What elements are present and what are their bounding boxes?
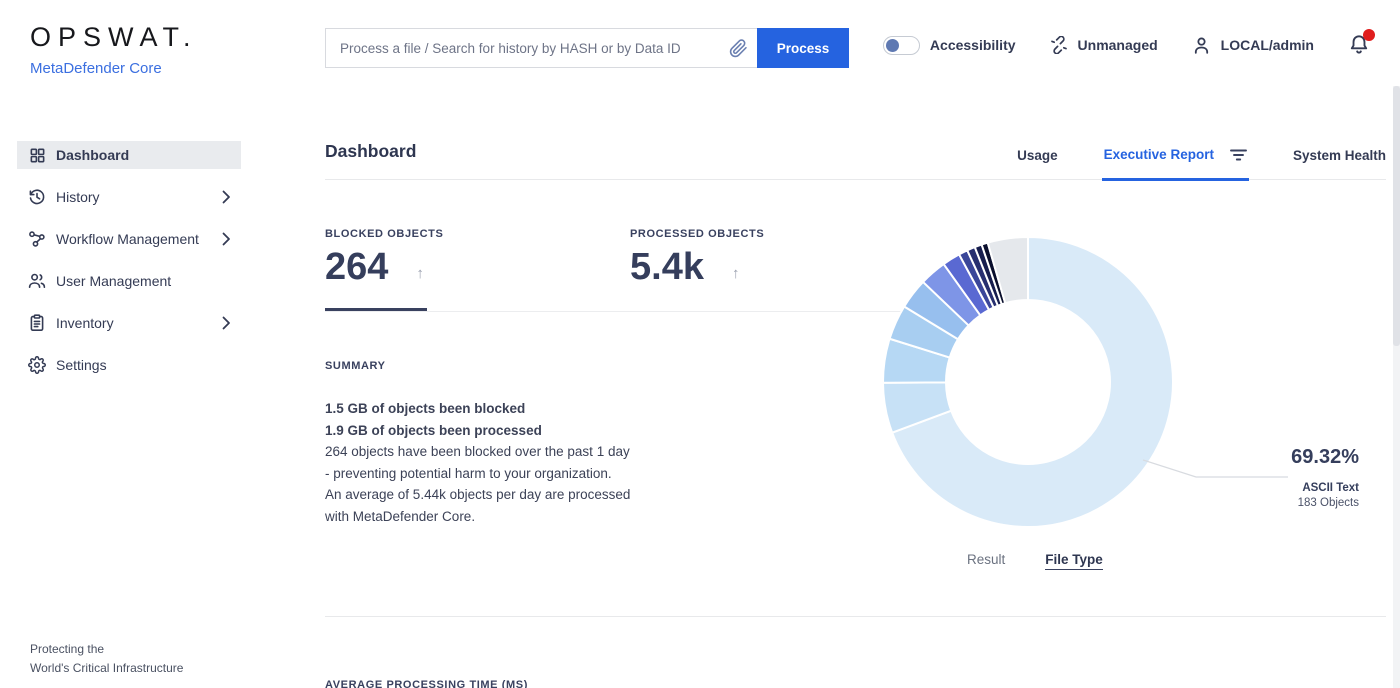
filter-button[interactable] xyxy=(1230,149,1247,161)
summary-line: 1.5 GB of objects been blocked xyxy=(325,401,526,416)
user-label: LOCAL/admin xyxy=(1220,37,1314,53)
metric-value: 264 xyxy=(325,246,389,288)
users-icon xyxy=(28,272,46,290)
product-name-link[interactable]: MetaDefender Core xyxy=(30,60,162,77)
tab-usage[interactable]: Usage xyxy=(1017,147,1058,163)
dashboard-grid-icon xyxy=(28,146,46,164)
summary-line: with MetaDefender Core. xyxy=(325,508,476,524)
sidebar-item-label: Dashboard xyxy=(56,147,130,163)
summary-section: SUMMARY 1.5 GB of objects been blocked 1… xyxy=(325,360,645,527)
chart-view-switch: Result File Type xyxy=(967,552,1103,570)
sidebar-item-label: Settings xyxy=(56,357,107,373)
vertical-scrollbar-track[interactable] xyxy=(1393,86,1400,688)
notifications-button[interactable] xyxy=(1348,29,1375,57)
report-tabs: Usage Executive Report System Health xyxy=(1017,130,1386,181)
sidebar-item-user-management[interactable]: User Management xyxy=(17,267,241,295)
accessibility-label: Accessibility xyxy=(929,37,1016,53)
footer-tagline: Protecting the World's Critical Infrastr… xyxy=(30,640,183,678)
file-type-donut-chart[interactable] xyxy=(878,232,1178,532)
process-search-group: Process xyxy=(325,28,849,68)
sidebar-item-label: Workflow Management xyxy=(56,231,199,247)
trend-up-arrow-icon: ↑ xyxy=(731,265,740,282)
chevron-right-icon xyxy=(222,232,231,246)
process-search-input[interactable] xyxy=(326,29,719,67)
donut-slice[interactable] xyxy=(891,236,1174,528)
opswat-logo: OPSWAT. xyxy=(30,22,198,52)
sidebar-item-history[interactable]: History xyxy=(17,183,241,211)
donut-slice[interactable] xyxy=(986,236,1029,305)
selected-metric-indicator xyxy=(325,308,427,311)
attach-file-button[interactable] xyxy=(719,29,757,67)
chart-view-result[interactable]: Result xyxy=(967,552,1006,567)
metric-value: 5.4k xyxy=(630,246,704,288)
toggle-knob xyxy=(885,38,899,52)
summary-line: - preventing potential harm to your orga… xyxy=(325,465,612,481)
section-divider xyxy=(325,616,1386,617)
sidebar-item-label: Inventory xyxy=(56,315,114,331)
sidebar-nav: Dashboard History Workfl xyxy=(0,141,241,393)
broken-link-icon xyxy=(1050,36,1068,54)
tab-executive-report[interactable]: Executive Report xyxy=(1103,147,1214,162)
tab-executive-report-group: Executive Report xyxy=(1101,131,1249,181)
page-header-row: Dashboard Usage Executive Report System … xyxy=(325,130,1386,181)
summary-heading: SUMMARY xyxy=(325,360,386,372)
tagline-line: Protecting the xyxy=(30,642,105,656)
accessibility-toggle[interactable] xyxy=(882,35,920,55)
trend-up-arrow-icon: ↑ xyxy=(416,265,424,282)
metric-label: BLOCKED OBJECTS xyxy=(325,228,444,240)
sidebar-item-settings[interactable]: Settings xyxy=(17,351,241,379)
unread-badge-dot xyxy=(1363,29,1375,41)
summary-line: 264 objects have been blocked over the p… xyxy=(325,444,630,459)
page-title: Dashboard xyxy=(325,141,417,161)
managed-status-label: Unmanaged xyxy=(1077,37,1158,53)
vertical-scrollbar-thumb[interactable] xyxy=(1393,86,1400,346)
chevron-right-icon xyxy=(222,316,231,330)
callout-object-count: 183 Objects xyxy=(1297,497,1359,509)
callout-percent: 69.32% xyxy=(1291,446,1359,468)
process-button[interactable]: Process xyxy=(757,28,849,68)
paperclip-icon xyxy=(729,38,748,58)
header-right-controls: Accessibility Unmanaged LOCAL/admin xyxy=(882,29,1375,57)
tab-system-health[interactable]: System Health xyxy=(1292,147,1386,163)
managed-status-control[interactable]: Unmanaged xyxy=(1050,36,1158,54)
summary-line: An average of 5.44k objects per day are … xyxy=(325,487,631,502)
metric-blocked-objects[interactable]: BLOCKED OBJECTS 264 ↑ xyxy=(325,228,443,286)
accessibility-control: Accessibility xyxy=(882,35,1016,55)
donut-callout: 69.32% ASCII Text 183 Objects xyxy=(1291,446,1359,509)
user-menu[interactable]: LOCAL/admin xyxy=(1192,36,1314,55)
sidebar-item-inventory[interactable]: Inventory xyxy=(17,309,241,337)
person-icon xyxy=(1192,36,1211,55)
bell-icon xyxy=(1348,33,1372,56)
search-box xyxy=(325,28,757,68)
sidebar-item-label: User Management xyxy=(56,273,172,289)
workflow-nodes-icon xyxy=(28,230,46,248)
sidebar-item-label: History xyxy=(56,189,100,205)
filter-lines-icon xyxy=(1230,149,1247,161)
clipboard-icon xyxy=(28,314,46,332)
summary-line: 1.9 GB of objects been processed xyxy=(325,422,542,438)
history-clock-icon xyxy=(28,188,46,206)
callout-slice-name: ASCII Text xyxy=(1302,482,1359,494)
average-processing-time-heading: AVERAGE PROCESSING TIME (MS) xyxy=(325,679,528,688)
brand-block: OPSWAT. MetaDefender Core xyxy=(30,22,198,77)
metric-processed-objects[interactable]: PROCESSED OBJECTS 5.4k ↑ xyxy=(630,228,764,286)
gear-icon xyxy=(28,356,46,374)
sidebar-item-workflow-management[interactable]: Workflow Management xyxy=(17,225,241,253)
tagline-line: World's Critical Infrastructure xyxy=(30,661,184,675)
metric-label: PROCESSED OBJECTS xyxy=(630,228,765,240)
chevron-right-icon xyxy=(222,190,231,204)
chart-view-file-type[interactable]: File Type xyxy=(1045,552,1103,570)
summary-text: 1.5 GB of objects been blocked 1.9 GB of… xyxy=(325,398,645,527)
metrics-divider xyxy=(325,311,905,312)
sidebar-item-dashboard[interactable]: Dashboard xyxy=(17,141,241,169)
